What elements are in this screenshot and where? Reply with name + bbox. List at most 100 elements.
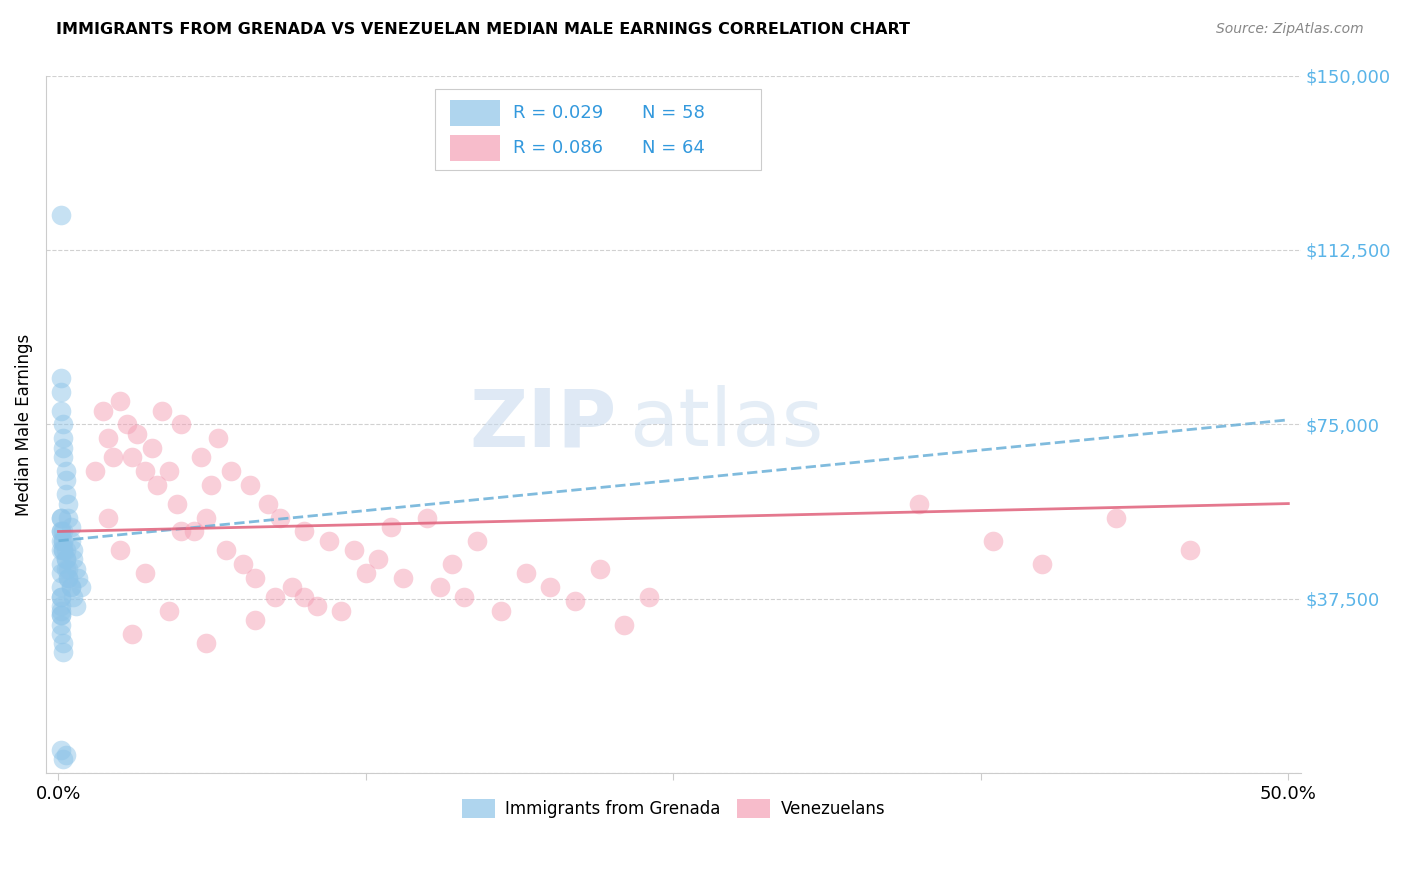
Y-axis label: Median Male Earnings: Median Male Earnings — [15, 334, 32, 516]
Point — [59, 580, 82, 594]
Point — [207, 432, 229, 446]
Point — [58, 571, 80, 585]
Text: R = 0.029: R = 0.029 — [513, 104, 603, 122]
Point — [453, 590, 475, 604]
Point — [121, 627, 143, 641]
Point — [465, 533, 488, 548]
Point — [392, 571, 415, 585]
Point — [380, 520, 402, 534]
Point — [183, 524, 205, 539]
Point — [55, 543, 77, 558]
Point — [245, 613, 267, 627]
Point — [330, 604, 353, 618]
Point — [219, 464, 242, 478]
Point — [52, 417, 75, 432]
Point — [588, 562, 610, 576]
Point — [108, 543, 131, 558]
Text: R = 0.086: R = 0.086 — [513, 139, 603, 157]
Point — [52, 533, 75, 548]
Text: Source: ZipAtlas.com: Source: ZipAtlas.com — [1216, 22, 1364, 37]
Point — [52, 450, 75, 464]
Point — [49, 627, 72, 641]
Point — [564, 594, 586, 608]
Point — [49, 510, 72, 524]
Point — [49, 743, 72, 757]
Point — [58, 562, 80, 576]
Point — [981, 533, 1004, 548]
Point — [49, 543, 72, 558]
Point — [97, 510, 120, 524]
Point — [269, 510, 291, 524]
Point — [49, 617, 72, 632]
Point — [91, 403, 114, 417]
Point — [343, 543, 366, 558]
Point — [637, 590, 659, 604]
Point — [49, 384, 72, 399]
Point — [1178, 543, 1201, 558]
Point — [49, 608, 72, 623]
Text: N = 58: N = 58 — [643, 104, 704, 122]
Point — [245, 571, 267, 585]
Point — [146, 478, 169, 492]
Point — [429, 580, 451, 594]
Point — [67, 571, 90, 585]
Point — [59, 580, 82, 594]
Point — [127, 426, 149, 441]
Point — [49, 580, 72, 594]
Point — [52, 645, 75, 659]
Point — [49, 590, 72, 604]
Point — [195, 510, 218, 524]
Point — [416, 510, 439, 524]
Point — [52, 533, 75, 548]
Point — [58, 497, 80, 511]
Point — [52, 524, 75, 539]
Point — [49, 533, 72, 548]
Point — [62, 552, 84, 566]
Point — [55, 464, 77, 478]
Point — [49, 604, 72, 618]
Point — [65, 562, 87, 576]
Point — [49, 557, 72, 571]
Point — [52, 752, 75, 766]
Point — [215, 543, 238, 558]
Point — [367, 552, 389, 566]
Point — [55, 473, 77, 487]
Point — [190, 450, 212, 464]
Text: ZIP: ZIP — [470, 385, 617, 464]
Point — [49, 371, 72, 385]
Point — [134, 566, 156, 581]
Point — [52, 441, 75, 455]
Point — [1105, 510, 1128, 524]
Point — [538, 580, 561, 594]
Point — [55, 487, 77, 501]
Point — [49, 403, 72, 417]
Point — [97, 432, 120, 446]
Point — [65, 599, 87, 613]
Point — [62, 543, 84, 558]
Point — [49, 566, 72, 581]
Bar — [450, 100, 501, 127]
Point — [264, 590, 287, 604]
Point — [52, 543, 75, 558]
Point — [613, 617, 636, 632]
Point — [170, 417, 193, 432]
Point — [232, 557, 254, 571]
Point — [59, 520, 82, 534]
Point — [49, 510, 72, 524]
Point — [52, 432, 75, 446]
Point — [49, 608, 72, 623]
Point — [294, 590, 316, 604]
Point — [55, 552, 77, 566]
Point — [55, 552, 77, 566]
Point — [69, 580, 91, 594]
Point — [62, 590, 84, 604]
Point — [489, 604, 512, 618]
Point — [49, 590, 72, 604]
Point — [354, 566, 377, 581]
Point — [157, 604, 180, 618]
Point — [49, 524, 72, 539]
Point — [58, 510, 80, 524]
Legend: Immigrants from Grenada, Venezuelans: Immigrants from Grenada, Venezuelans — [456, 792, 891, 824]
Point — [170, 524, 193, 539]
Point — [49, 208, 72, 222]
